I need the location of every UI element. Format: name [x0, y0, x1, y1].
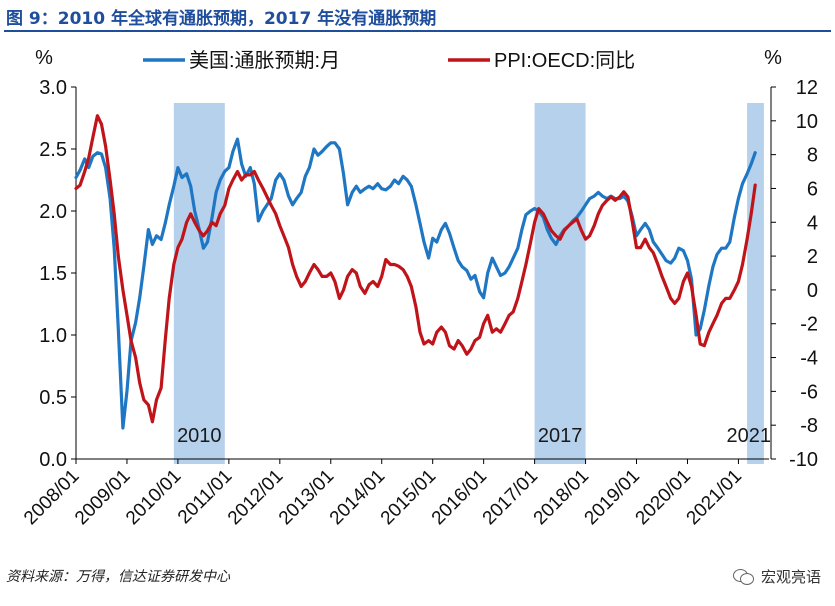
right-tick-label: 2: [807, 246, 818, 268]
series-line-oecd-ppi: [74, 114, 757, 424]
x-tick-label: 2015/01: [377, 466, 440, 529]
left-tick-label: 1.0: [39, 325, 67, 347]
series-line-us-inflation-expectation: [74, 137, 757, 430]
shaded-periods: 2010 2017 2021: [173, 103, 772, 464]
shade-label-2021: 2021: [727, 425, 772, 447]
source-note: 资料来源：万得，信达证券研发中心: [6, 569, 230, 585]
left-tick-label: 1.5: [39, 263, 67, 285]
x-tick-label: 2012/01: [224, 466, 287, 529]
figure-title: 图 9：2010 年全球有通胀预期，2017 年没有通胀预期: [6, 9, 437, 29]
x-tick-label: 2018/01: [530, 466, 593, 529]
right-tick-label: 6: [807, 178, 818, 200]
shade-2017: [534, 103, 586, 464]
x-tick-label: 2013/01: [275, 466, 338, 529]
shade-2010: [173, 103, 225, 464]
x-tick-label: 2021/01: [683, 466, 746, 529]
right-tick-label: -2: [800, 314, 818, 336]
brand-name: 宏观亮语: [760, 568, 821, 586]
left-tick-label: 0.5: [39, 387, 67, 409]
x-tick-label: 2014/01: [326, 466, 389, 529]
right-tick-label: 8: [807, 145, 818, 167]
left-tick-label: 2.0: [39, 201, 67, 223]
line-chart: 2010 2017 2021 0.00.51.01.52.02.53.0-10-8-…: [20, 47, 818, 529]
left-tick-label: 2.5: [39, 139, 67, 161]
right-tick-label: 10: [796, 111, 818, 133]
x-tick-label: 2009/01: [71, 466, 134, 529]
shade-label-2010: 2010: [177, 425, 222, 447]
title-rule: [4, 30, 831, 32]
x-tick-label: 2019/01: [581, 466, 644, 529]
legend-label: PPI:OECD:同比: [494, 49, 635, 72]
left-unit: %: [35, 47, 53, 69]
x-tick-label: 2017/01: [479, 466, 542, 529]
right-tick-label: -4: [800, 348, 818, 370]
left-tick-label: 3.0: [39, 77, 67, 99]
x-tick-label: 2020/01: [632, 466, 695, 529]
right-tick-label: -6: [800, 381, 818, 403]
series-lines: [74, 114, 757, 430]
right-unit: %: [764, 47, 782, 69]
right-tick-label: 4: [807, 212, 818, 234]
right-tick-label: -8: [800, 415, 818, 437]
right-tick-label: 12: [796, 77, 818, 99]
shade-label-2017: 2017: [538, 425, 583, 447]
x-tick-label: 2016/01: [428, 466, 491, 529]
left-tick-label: 0.0: [39, 449, 67, 471]
brand-badge[interactable]: 宏观亮语: [732, 566, 821, 587]
x-tick-label: 2008/01: [20, 466, 83, 529]
legend: 美国:通胀预期:月 PPI:OECD:同比: [143, 49, 635, 72]
legend-label: 美国:通胀预期:月: [189, 49, 340, 72]
right-tick-label: 0: [807, 280, 818, 302]
wechat-icon: [732, 568, 755, 585]
x-tick-label: 2010/01: [122, 466, 185, 529]
shade-2021: [747, 103, 764, 464]
right-tick-label: -10: [789, 449, 818, 471]
